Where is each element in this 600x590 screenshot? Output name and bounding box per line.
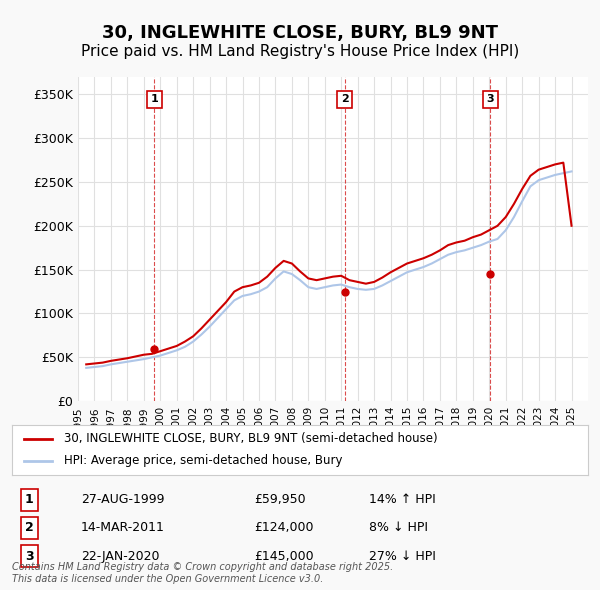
Text: 2: 2	[25, 522, 34, 535]
Text: 27-AUG-1999: 27-AUG-1999	[81, 493, 164, 506]
Text: £124,000: £124,000	[254, 522, 313, 535]
Text: 8% ↓ HPI: 8% ↓ HPI	[369, 522, 428, 535]
Text: 1: 1	[25, 493, 34, 506]
Text: £145,000: £145,000	[254, 550, 314, 563]
Text: 3: 3	[25, 550, 34, 563]
Text: HPI: Average price, semi-detached house, Bury: HPI: Average price, semi-detached house,…	[64, 454, 343, 467]
Text: Price paid vs. HM Land Registry's House Price Index (HPI): Price paid vs. HM Land Registry's House …	[81, 44, 519, 59]
Text: 27% ↓ HPI: 27% ↓ HPI	[369, 550, 436, 563]
Text: 14-MAR-2011: 14-MAR-2011	[81, 522, 165, 535]
Text: £59,950: £59,950	[254, 493, 305, 506]
Text: 1: 1	[151, 94, 158, 104]
Text: Contains HM Land Registry data © Crown copyright and database right 2025.
This d: Contains HM Land Registry data © Crown c…	[12, 562, 393, 584]
Text: 30, INGLEWHITE CLOSE, BURY, BL9 9NT: 30, INGLEWHITE CLOSE, BURY, BL9 9NT	[102, 24, 498, 42]
Text: 14% ↑ HPI: 14% ↑ HPI	[369, 493, 436, 506]
Text: 22-JAN-2020: 22-JAN-2020	[81, 550, 160, 563]
Text: 30, INGLEWHITE CLOSE, BURY, BL9 9NT (semi-detached house): 30, INGLEWHITE CLOSE, BURY, BL9 9NT (sem…	[64, 432, 437, 445]
Text: 2: 2	[341, 94, 349, 104]
Text: 3: 3	[487, 94, 494, 104]
